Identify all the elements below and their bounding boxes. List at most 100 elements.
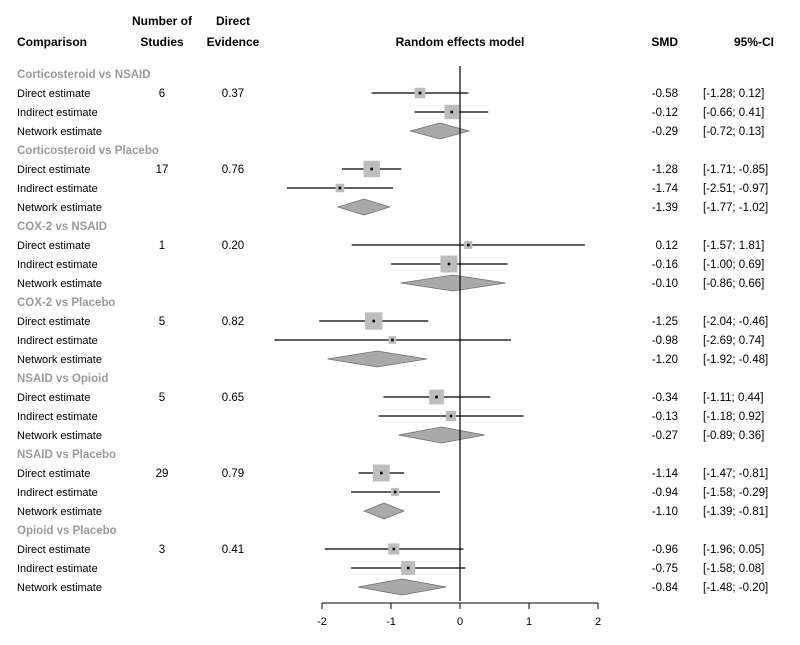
ci-value: [-1.47; -0.81] <box>703 468 768 480</box>
ci-value: [-2.69; 0.74] <box>703 335 764 347</box>
row-label: Network estimate <box>17 278 102 290</box>
point-estimate-marker <box>447 262 451 266</box>
point-estimate-marker <box>393 490 397 494</box>
point-estimate-marker <box>338 186 342 190</box>
estimate-row: Direct estimate 29 0.79 -1.14 [-1.47; -0.81] <box>17 464 768 482</box>
estimate-row: Direct estimate 17 0.76 -1.28 [-1.71; -0.85] <box>17 160 768 178</box>
point-estimate-marker <box>391 338 394 342</box>
row-label: Network estimate <box>17 126 102 138</box>
ci-value: [-2.51; -0.97] <box>703 183 768 195</box>
ci-value: [-1.92; -0.48] <box>703 354 768 366</box>
point-estimate-marker <box>418 91 422 95</box>
network-estimate-diamond <box>408 122 471 140</box>
smd-value: -1.20 <box>652 354 678 366</box>
ci-value: [-0.86; 0.66] <box>703 278 764 290</box>
smd-value: -1.28 <box>652 164 678 176</box>
estimate-row: Indirect estimate -0.13 [-1.18; 0.92] <box>17 410 764 423</box>
x-tick-label: 0 <box>457 616 463 628</box>
smd-value: -0.29 <box>652 126 678 138</box>
direct-evidence-value: 0.65 <box>222 392 244 404</box>
smd-value: -1.25 <box>652 316 678 328</box>
point-estimate-marker <box>372 319 376 323</box>
estimate-row: Direct estimate 3 0.41 -0.96 [-1.96; 0.05] <box>17 543 764 556</box>
group-title: Corticosteroid vs Placebo <box>17 145 159 157</box>
ci-value: [-1.28; 0.12] <box>703 88 764 100</box>
row-label: Direct estimate <box>17 468 90 480</box>
smd-value: -0.13 <box>652 411 678 423</box>
point-estimate-marker <box>370 167 373 171</box>
ci-value: [-1.39; -0.81] <box>703 506 768 518</box>
row-label: Direct estimate <box>17 88 90 100</box>
ci-value: [-2.04; -0.46] <box>703 316 768 328</box>
point-estimate-marker <box>466 243 470 247</box>
row-label: Network estimate <box>17 582 102 594</box>
header-studies-line1: Number of <box>132 14 193 28</box>
comparison-group: Corticosteroid vs Placebo Direct estimate… <box>17 145 768 216</box>
studies-count: 5 <box>159 316 165 328</box>
studies-count: 29 <box>156 468 169 480</box>
studies-count: 5 <box>159 392 165 404</box>
row-label: Network estimate <box>17 202 102 214</box>
direct-evidence-value: 0.41 <box>222 544 244 556</box>
row-label: Network estimate <box>17 506 102 518</box>
row-label: Network estimate <box>17 354 102 366</box>
direct-evidence-value: 0.20 <box>222 240 244 252</box>
x-tick-label: 1 <box>526 616 532 628</box>
smd-value: -1.74 <box>652 183 679 195</box>
row-label: Direct estimate <box>17 392 90 404</box>
plot-area: Corticosteroid vs NSAID Direct estimate 6 0… <box>17 66 768 601</box>
smd-value: -0.75 <box>652 563 678 575</box>
estimate-row: Direct estimate 6 0.37 -0.58 [-1.28; 0.12] <box>17 87 764 100</box>
x-tick-label: -2 <box>317 616 327 628</box>
row-label: Direct estimate <box>17 164 90 176</box>
point-estimate-marker <box>449 414 453 418</box>
estimate-row: Indirect estimate -0.16 [-1.00; 0.69] <box>17 255 764 273</box>
network-estimate-diamond <box>336 198 391 216</box>
smd-value: -0.10 <box>652 278 678 290</box>
comparison-group: Corticosteroid vs NSAID Direct estimate 6 0… <box>17 69 764 140</box>
ci-value: [-1.57; 1.81] <box>703 240 764 252</box>
header-evidence-line1: Direct <box>216 14 250 28</box>
comparison-group: COX-2 vs Placebo Direct estimate 5 0.82 -1.2… <box>17 297 768 368</box>
smd-value: -0.12 <box>652 107 678 119</box>
column-headers: Comparison Number of Studies Direct Evid… <box>17 14 774 49</box>
studies-count: 6 <box>159 88 165 100</box>
row-label: Indirect estimate <box>17 183 98 195</box>
studies-count: 1 <box>159 240 165 252</box>
smd-value: -0.84 <box>652 582 679 594</box>
smd-value: -0.98 <box>652 335 678 347</box>
studies-count: 3 <box>159 544 165 556</box>
comparison-group: NSAID vs Placebo Direct estimate 29 0.79 -1.… <box>17 449 768 520</box>
smd-value: -1.14 <box>652 468 679 480</box>
estimate-row: Network estimate -1.20 [-1.92; -0.48] <box>17 350 768 368</box>
smd-value: -0.16 <box>652 259 678 271</box>
ci-value: [-1.96; 0.05] <box>703 544 764 556</box>
comparison-group: Opioid vs Placebo Direct estimate 3 0.41 -0.… <box>17 525 768 596</box>
row-label: Indirect estimate <box>17 335 98 347</box>
ci-value: [-1.58; -0.29] <box>703 487 768 499</box>
x-axis: -2 -1 0 1 2 <box>317 602 601 628</box>
studies-count: 17 <box>156 164 169 176</box>
row-label: Network estimate <box>17 430 102 442</box>
direct-evidence-value: 0.79 <box>222 468 244 480</box>
smd-value: -0.96 <box>652 544 678 556</box>
header-model: Random effects model <box>396 35 525 49</box>
network-estimate-diamond <box>400 274 506 292</box>
x-tick-label: -1 <box>386 616 396 628</box>
ci-value: [-0.72; 0.13] <box>703 126 764 138</box>
row-label: Indirect estimate <box>17 259 98 271</box>
header-evidence-line2: Evidence <box>207 35 260 49</box>
ci-value: [-1.71; -0.85] <box>703 164 768 176</box>
ci-value: [-1.48; -0.20] <box>703 582 768 594</box>
network-estimate-diamond <box>363 502 406 520</box>
row-label: Indirect estimate <box>17 411 98 423</box>
x-tick-label: 2 <box>595 616 601 628</box>
estimate-row: Indirect estimate -1.74 [-2.51; -0.97] <box>17 183 768 195</box>
group-title: COX-2 vs Placebo <box>17 297 115 309</box>
ci-value: [-0.89; 0.36] <box>703 430 764 442</box>
ci-value: [-0.66; 0.41] <box>703 107 764 119</box>
estimate-row: Indirect estimate -0.98 [-2.69; 0.74] <box>17 335 764 347</box>
estimate-row: Direct estimate 5 0.65 -0.34 [-1.11; 0.44] <box>17 389 764 405</box>
estimate-row: Indirect estimate -0.12 [-0.66; 0.41] <box>17 104 764 120</box>
